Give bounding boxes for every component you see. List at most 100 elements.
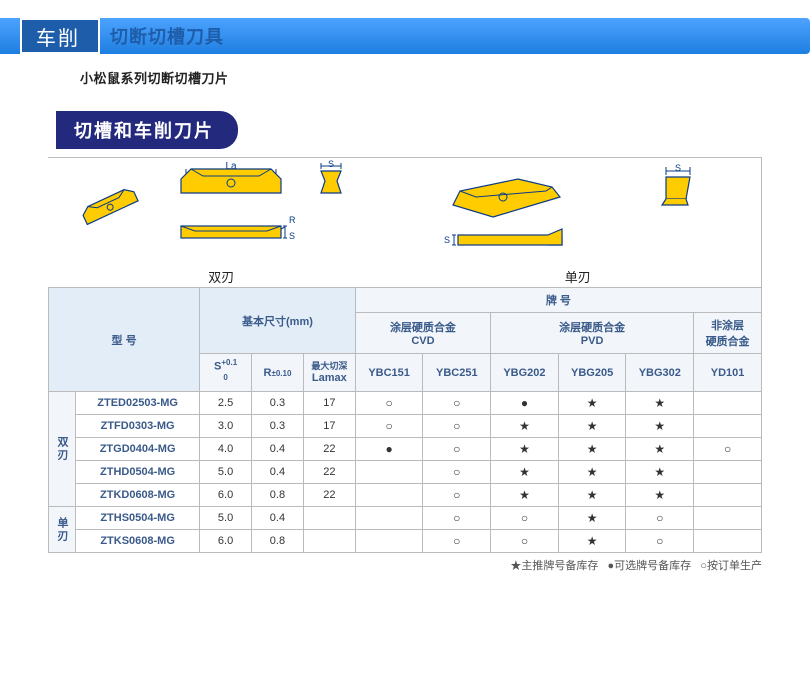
cell-mark: ○ — [423, 415, 491, 438]
cell-model: ZTKS0608-MG — [76, 530, 200, 553]
table-row: ZTHD0504-MG 5.0 0.4 22 ○ ★ ★ ★ — [49, 461, 762, 484]
th-dims: 基本尺寸(mm) — [200, 288, 356, 354]
cell-s: 4.0 — [200, 438, 252, 461]
th-la-top: 最大切深 — [306, 362, 353, 372]
cell-mark: ★ — [626, 392, 694, 415]
cell-la: 22 — [303, 438, 355, 461]
header-title: 车削 — [20, 18, 100, 54]
group-label-double: 双刃 — [49, 392, 76, 507]
cell-mark: ★ — [491, 438, 559, 461]
cell-mark: ★ — [626, 484, 694, 507]
cell-mark: ★ — [491, 484, 559, 507]
diagram-row: La R S S — [48, 157, 762, 287]
single-edge-label: 单刃 — [565, 267, 591, 286]
cell-r: 0.8 — [252, 530, 304, 553]
table-row: 双刃 ZTED02503-MG 2.5 0.3 17 ○ ○ ● ★ ★ — [49, 392, 762, 415]
cell-mark — [355, 484, 423, 507]
cell-mark: ★ — [558, 461, 626, 484]
section-title: 切槽和车削刀片 — [56, 111, 238, 149]
cell-mark — [355, 530, 423, 553]
th-g4: YBG302 — [626, 354, 694, 392]
cell-mark: ○ — [491, 507, 559, 530]
dim-s-label-2: S — [328, 159, 334, 169]
cell-model: ZTHD0504-MG — [76, 461, 200, 484]
double-edge-svg: La R S S — [81, 159, 361, 259]
cell-mark: ★ — [491, 415, 559, 438]
table-row: ZTFD0303-MG 3.0 0.3 17 ○ ○ ★ ★ ★ — [49, 415, 762, 438]
cell-model: ZTED02503-MG — [76, 392, 200, 415]
cell-s: 2.5 — [200, 392, 252, 415]
cell-mark: ○ — [423, 438, 491, 461]
cell-mark: ★ — [558, 392, 626, 415]
spec-table-wrap: 型 号 基本尺寸(mm) 牌 号 涂层硬质合金 CVD 涂层硬质合金 PVD 非… — [48, 287, 762, 553]
dim-s-label-3: S — [444, 235, 450, 245]
cell-mark: ★ — [626, 461, 694, 484]
th-la-bot: Lamax — [306, 372, 353, 384]
cell-mark: ★ — [558, 438, 626, 461]
cell-la: 22 — [303, 484, 355, 507]
th-uncoated: 非涂层 硬质合金 — [694, 313, 762, 354]
th-grades: 牌 号 — [355, 288, 761, 313]
diagram-single-edge: S S 单刃 — [428, 159, 728, 286]
cell-mark: ★ — [626, 438, 694, 461]
cell-mark: ○ — [626, 507, 694, 530]
cell-la: 22 — [303, 461, 355, 484]
th-r: R±0.10 — [252, 354, 304, 392]
cell-mark — [355, 507, 423, 530]
cell-r: 0.8 — [252, 484, 304, 507]
legend-footer: ★主推牌号备库存 ●可选牌号备库存 ○按订单生产 — [0, 557, 762, 573]
table-row: 单刃 ZTHS0504-MG 5.0 0.4 ○ ○ ★ ○ — [49, 507, 762, 530]
cell-mark: ○ — [355, 392, 423, 415]
cell-mark: ● — [491, 392, 559, 415]
legend-star: ★主推牌号备库存 — [510, 560, 598, 572]
cell-model: ZTGD0404-MG — [76, 438, 200, 461]
table-row: ZTKD0608-MG 6.0 0.8 22 ○ ★ ★ ★ — [49, 484, 762, 507]
cell-model: ZTHS0504-MG — [76, 507, 200, 530]
cell-s: 6.0 — [200, 530, 252, 553]
cell-model: ZTKD0608-MG — [76, 484, 200, 507]
dim-s-label-1: S — [289, 231, 295, 241]
cell-r: 0.4 — [252, 507, 304, 530]
cell-s: 3.0 — [200, 415, 252, 438]
page-header: 车削 切断切槽刀具 — [0, 18, 810, 54]
cell-r: 0.3 — [252, 415, 304, 438]
cell-model: ZTFD0303-MG — [76, 415, 200, 438]
series-label: 小松鼠系列切断切槽刀片 — [80, 68, 810, 87]
cell-mark — [694, 484, 762, 507]
group-label-single: 单刃 — [49, 507, 76, 553]
th-r-tol: ±0.10 — [271, 369, 291, 378]
th-g0: YBC151 — [355, 354, 423, 392]
cell-s: 6.0 — [200, 484, 252, 507]
cell-mark: ○ — [423, 461, 491, 484]
header-subtitle: 切断切槽刀具 — [110, 23, 224, 49]
cell-mark: ○ — [491, 530, 559, 553]
spec-table: 型 号 基本尺寸(mm) 牌 号 涂层硬质合金 CVD 涂层硬质合金 PVD 非… — [48, 287, 762, 553]
th-la: 最大切深 Lamax — [303, 354, 355, 392]
diagram-double-edge: La R S S — [81, 159, 361, 286]
table-row: ZTGD0404-MG 4.0 0.4 22 ● ○ ★ ★ ★ ○ — [49, 438, 762, 461]
cell-mark: ★ — [558, 484, 626, 507]
cell-mark: ○ — [423, 484, 491, 507]
th-s: S+0.1 0 — [200, 354, 252, 392]
th-pvd: 涂层硬质合金 PVD — [491, 313, 694, 354]
cell-mark: ○ — [355, 415, 423, 438]
cell-mark: ○ — [694, 438, 762, 461]
cell-la: 17 — [303, 392, 355, 415]
cell-mark: ★ — [558, 530, 626, 553]
th-cvd: 涂层硬质合金 CVD — [355, 313, 490, 354]
legend-circle: ○按订单生产 — [700, 560, 762, 572]
cell-mark: ★ — [626, 415, 694, 438]
table-row: ZTKS0608-MG 6.0 0.8 ○ ○ ★ ○ — [49, 530, 762, 553]
cell-mark — [694, 415, 762, 438]
th-g2: YBG202 — [491, 354, 559, 392]
cell-la — [303, 530, 355, 553]
cell-mark: ○ — [423, 507, 491, 530]
header-title-text: 车削 — [36, 22, 80, 51]
cell-r: 0.4 — [252, 438, 304, 461]
cell-mark: ● — [355, 438, 423, 461]
cell-mark — [694, 461, 762, 484]
th-model: 型 号 — [49, 288, 200, 392]
legend-dot: ●可选牌号备库存 — [608, 560, 692, 572]
cell-la: 17 — [303, 415, 355, 438]
th-s-tol: +0.1 0 — [221, 358, 237, 382]
